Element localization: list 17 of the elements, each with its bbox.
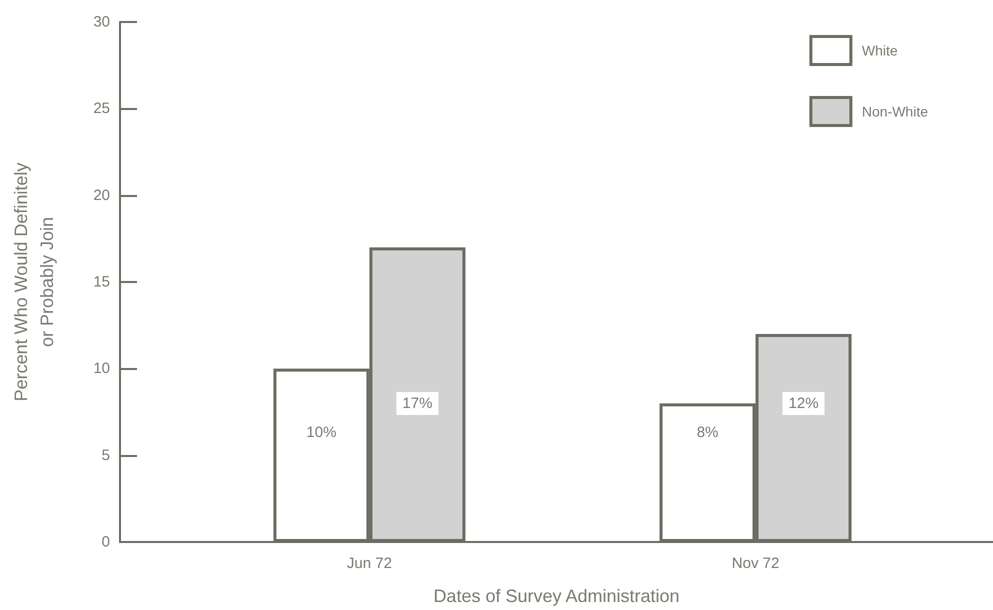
y-tick-label: 25	[93, 100, 110, 118]
legend-label: White	[862, 42, 898, 58]
y-axis-title: Percent Who Would Definitely or Probably Join	[11, 162, 57, 402]
legend-label: Non-White	[862, 104, 928, 120]
x-axis-title: Dates of Survey Administration	[433, 586, 680, 606]
y-tick-label: 0	[102, 534, 110, 550]
data-label: 12%	[788, 395, 819, 412]
y-tick-label: 30	[93, 14, 110, 30]
data-label: 17%	[402, 395, 432, 412]
x-tick-label: Nov 72	[732, 555, 780, 572]
data-label: 10%	[306, 424, 336, 441]
data-label: 8%	[696, 424, 718, 441]
y-tick-label: 15	[93, 274, 110, 290]
y-tick-label: 20	[93, 186, 110, 204]
x-tick-label: Jun 72	[346, 555, 392, 572]
y-tick-label: 5	[102, 446, 110, 464]
y-tick-label: 10	[93, 360, 110, 378]
